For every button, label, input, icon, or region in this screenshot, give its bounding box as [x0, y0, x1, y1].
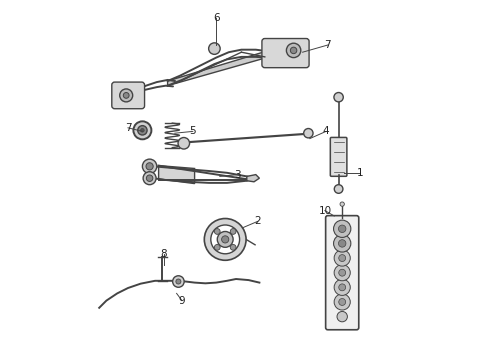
Circle shape — [123, 93, 129, 98]
Circle shape — [141, 129, 144, 132]
Text: 7: 7 — [324, 40, 331, 50]
Text: 7: 7 — [124, 123, 131, 133]
Text: 3: 3 — [235, 170, 241, 180]
Circle shape — [230, 244, 236, 250]
Circle shape — [334, 265, 350, 281]
Circle shape — [172, 276, 184, 287]
Circle shape — [215, 229, 220, 234]
Circle shape — [178, 138, 190, 149]
Circle shape — [334, 93, 343, 102]
Polygon shape — [159, 166, 195, 184]
Circle shape — [334, 279, 350, 296]
Text: 9: 9 — [179, 296, 185, 306]
Text: 4: 4 — [323, 126, 329, 136]
Circle shape — [286, 43, 301, 58]
Circle shape — [334, 294, 350, 310]
Circle shape — [211, 225, 240, 254]
Circle shape — [204, 219, 246, 260]
Circle shape — [304, 129, 313, 138]
Polygon shape — [168, 51, 267, 86]
Circle shape — [143, 159, 157, 174]
Circle shape — [339, 269, 345, 276]
Circle shape — [209, 43, 220, 54]
FancyBboxPatch shape — [262, 39, 309, 68]
Circle shape — [221, 236, 229, 243]
Circle shape — [120, 89, 133, 102]
Text: 2: 2 — [254, 216, 261, 226]
FancyBboxPatch shape — [330, 138, 347, 176]
Circle shape — [339, 255, 345, 261]
Circle shape — [291, 47, 297, 54]
Circle shape — [230, 229, 236, 234]
Circle shape — [176, 279, 181, 284]
Circle shape — [340, 202, 344, 206]
Text: 6: 6 — [213, 13, 220, 23]
Circle shape — [147, 175, 153, 181]
Circle shape — [215, 244, 220, 250]
Circle shape — [334, 220, 351, 238]
Polygon shape — [247, 175, 259, 182]
Circle shape — [334, 235, 351, 252]
Circle shape — [334, 185, 343, 193]
Circle shape — [146, 163, 153, 170]
Circle shape — [339, 225, 346, 233]
Text: 1: 1 — [357, 168, 364, 178]
Text: 5: 5 — [190, 126, 196, 136]
Circle shape — [133, 121, 151, 139]
Text: 8: 8 — [161, 249, 167, 259]
Circle shape — [217, 231, 233, 247]
FancyBboxPatch shape — [112, 82, 145, 109]
Circle shape — [143, 172, 156, 185]
Circle shape — [339, 240, 346, 247]
Circle shape — [138, 126, 147, 135]
Circle shape — [339, 284, 345, 291]
Circle shape — [339, 298, 345, 305]
FancyBboxPatch shape — [326, 216, 359, 330]
Text: 10: 10 — [318, 206, 331, 216]
Circle shape — [334, 250, 350, 266]
Circle shape — [337, 311, 347, 322]
